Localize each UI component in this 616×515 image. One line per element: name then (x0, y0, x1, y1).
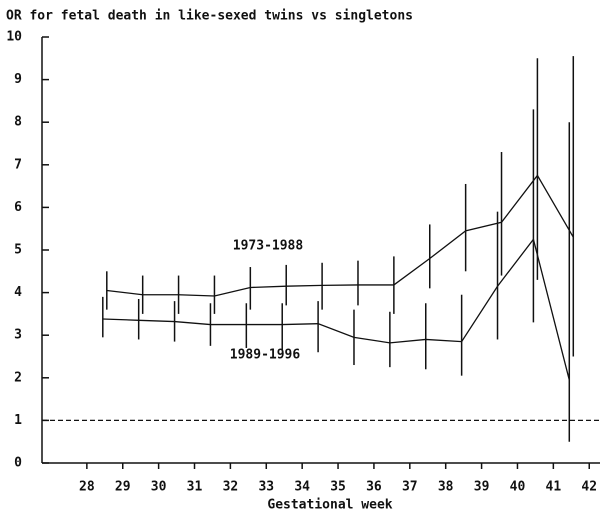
x-tick-label: 36 (366, 480, 382, 495)
y-tick-label: 8 (14, 115, 22, 130)
x-tick-label: 42 (581, 480, 597, 495)
x-tick-label: 28 (79, 480, 95, 495)
series-line (106, 174, 574, 297)
series-line (102, 237, 570, 381)
x-tick-label: 35 (330, 480, 346, 495)
x-tick-label: 41 (546, 480, 562, 495)
series-label: 1973-1988 (233, 239, 304, 254)
y-tick-label: 5 (14, 243, 22, 258)
x-tick-label: 34 (294, 480, 310, 495)
x-tick-label: 29 (115, 480, 131, 495)
x-tick-label: 37 (402, 480, 418, 495)
x-tick-label: 33 (258, 480, 274, 495)
x-tick-label: 30 (151, 480, 167, 495)
x-tick-label: 31 (187, 480, 203, 495)
y-tick-label: 7 (14, 157, 22, 172)
chart-title: OR for fetal death in like-sexed twins v… (6, 9, 413, 24)
y-tick-label: 6 (14, 200, 22, 215)
x-tick-label: 32 (223, 480, 239, 495)
x-axis-label: Gestational week (267, 498, 392, 513)
series-label: 1989-1996 (230, 348, 301, 363)
y-tick-label: 3 (14, 328, 22, 343)
x-tick-label: 38 (438, 480, 454, 495)
y-tick-label: 0 (14, 456, 22, 471)
y-tick-label: 4 (14, 285, 22, 300)
y-tick-label: 9 (14, 72, 22, 87)
y-tick-label: 10 (6, 30, 22, 45)
x-tick-label: 39 (474, 480, 490, 495)
x-tick-label: 40 (510, 480, 526, 495)
y-tick-label: 2 (14, 370, 22, 385)
y-tick-label: 1 (14, 413, 22, 428)
